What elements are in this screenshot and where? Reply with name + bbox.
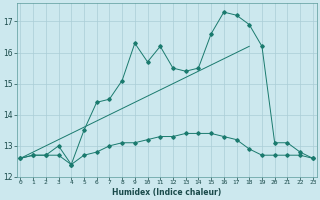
- X-axis label: Humidex (Indice chaleur): Humidex (Indice chaleur): [112, 188, 221, 197]
